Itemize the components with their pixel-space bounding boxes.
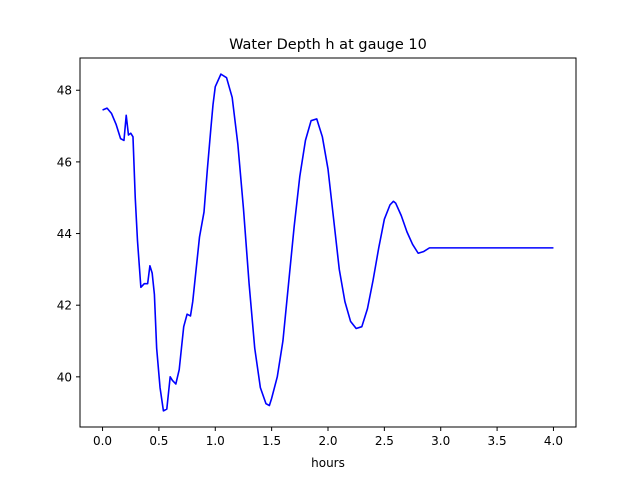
x-tick-label: 1.0	[206, 434, 225, 448]
x-tick-label: 2.0	[318, 434, 337, 448]
x-tick-label: 4.0	[544, 434, 563, 448]
y-tick-label: 44	[57, 227, 72, 241]
x-axis-ticks: 0.0 0.5 1.0 1.5 2.0 2.5 3.0 3.5 4.0	[93, 427, 563, 448]
x-tick-label: 2.5	[375, 434, 394, 448]
y-axis-ticks: 40 42 44 46 48	[57, 84, 80, 384]
series-line-0	[102, 73, 554, 412]
y-tick-label: 48	[57, 84, 72, 98]
x-tick-label: 1.5	[262, 434, 281, 448]
plot-frame	[79, 57, 577, 428]
chart-title: Water Depth h at gauge 10	[229, 37, 427, 53]
y-tick-label: 40	[57, 370, 72, 384]
y-tick-label: 46	[57, 155, 72, 169]
x-tick-label: 3.5	[488, 434, 507, 448]
plot-layer	[102, 73, 554, 412]
x-tick-label: 0.0	[93, 434, 112, 448]
x-axis-label: hours	[311, 456, 345, 470]
x-tick-label: 0.5	[149, 434, 168, 448]
y-tick-label: 42	[57, 299, 72, 313]
x-tick-label: 3.0	[431, 434, 450, 448]
